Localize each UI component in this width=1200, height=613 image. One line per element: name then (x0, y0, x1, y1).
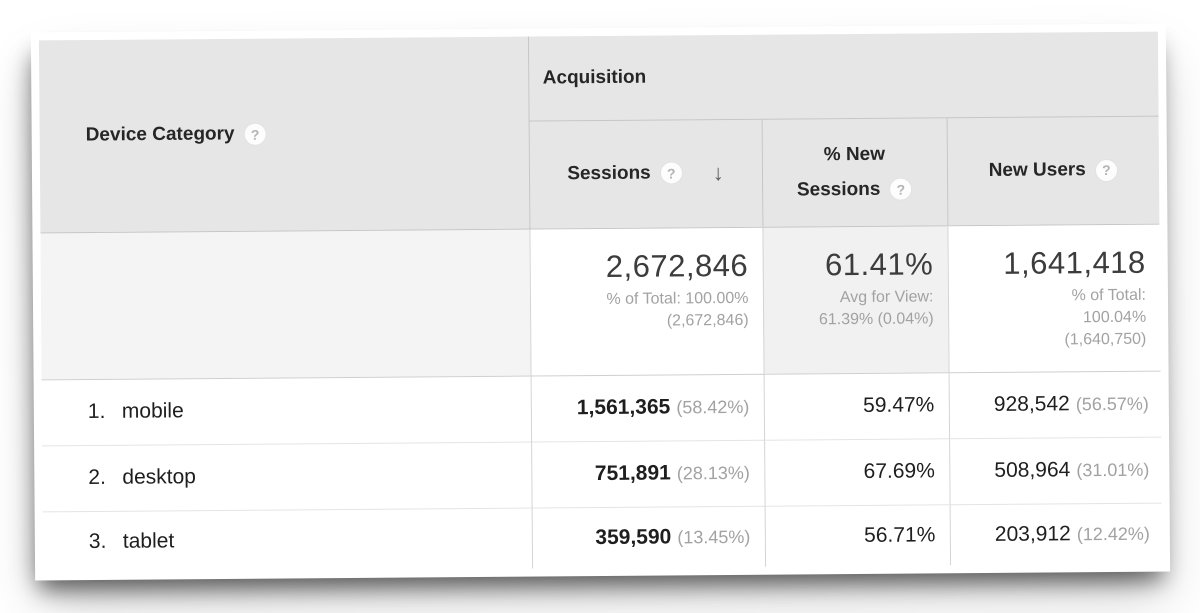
pct-new-sessions-value: 59.47% (862, 393, 935, 417)
sort-descending-icon[interactable]: ↓ (712, 160, 724, 186)
totals-row: 2,672,846 % of Total: 100.00% (2,672,846… (40, 223, 1161, 380)
column-header-pct-new-sessions[interactable]: % New Sessions? (761, 117, 948, 227)
dimension-column-header[interactable]: Device Category? (38, 36, 530, 233)
sessions-share: (28.13%) (676, 462, 750, 484)
help-icon[interactable]: ? (659, 161, 683, 186)
device-name: mobile (121, 399, 184, 423)
totals-pct-new-sessions-cell: 61.41% Avg for View: 61.39% (0.04%) (762, 225, 949, 374)
sessions-share: (13.45%) (677, 526, 751, 548)
row-index: 3. (88, 529, 107, 553)
sessions-value: 1,561,365 (576, 395, 671, 420)
help-icon[interactable]: ? (243, 122, 267, 147)
table-row-tablet: 3. tablet 359,590 (13.45%) 56.71% 203,912(… (42, 502, 1163, 573)
device-name: desktop (122, 465, 197, 489)
new-users-value: 508,964 (994, 458, 1071, 482)
group-header-row: Device Category? Acquisition (38, 31, 1159, 233)
sessions-value: 751,891 (594, 461, 671, 486)
new-users-share: (56.57%) (1075, 393, 1149, 415)
sessions-cell: 751,891 (28.13%) (531, 439, 765, 508)
sessions-total-value: 2,672,846 (605, 247, 749, 284)
pct-new-sessions-cell: 56.71% (764, 504, 951, 567)
sessions-value: 359,590 (595, 525, 672, 549)
new-users-value: 928,542 (993, 392, 1070, 416)
new-users-column-label: New Users (988, 159, 1086, 182)
device-cell[interactable]: 3. tablet (42, 507, 533, 573)
help-icon[interactable]: ? (889, 178, 913, 202)
totals-dimension-cell (40, 228, 531, 380)
pct-new-sessions-value: 56.71% (864, 523, 936, 547)
report-table-card: Device Category? Acquisition Sessions? ↓ … (30, 23, 1171, 581)
pct-new-sessions-cell: 59.47% (763, 372, 950, 440)
metric-group-label: Acquisition (542, 66, 647, 89)
sessions-column-label: Sessions (567, 163, 651, 185)
pct-new-sessions-total-note: Avg for View: 61.39% (0.04%) (818, 287, 934, 329)
new-users-share: (12.42%) (1076, 523, 1150, 545)
column-header-sessions[interactable]: Sessions? ↓ (528, 118, 763, 229)
new-users-cell: 928,542 (56.57%) (948, 370, 1162, 439)
totals-sessions-cell: 2,672,846 % of Total: 100.00% (2,672,846… (529, 226, 764, 376)
sessions-total-note: % of Total: 100.00% (2,672,846) (606, 289, 749, 330)
row-index: 1. (87, 399, 106, 424)
metric-group-header: Acquisition (527, 31, 1159, 121)
new-users-value: 203,912 (994, 522, 1071, 546)
device-cell[interactable]: 1. mobile (41, 375, 532, 446)
acquisition-table: Device Category? Acquisition Sessions? ↓ … (38, 31, 1163, 573)
pct-new-sessions-cell: 67.69% (764, 438, 950, 506)
new-users-total-value: 1,641,418 (1003, 244, 1146, 281)
pct-new-sessions-total-value: 61.41% (824, 245, 934, 282)
device-name: tablet (122, 529, 175, 553)
help-icon[interactable]: ? (1094, 158, 1118, 183)
new-users-cell: 508,964 (31.01%) (949, 436, 1162, 505)
device-cell[interactable]: 2. desktop (42, 441, 532, 512)
dimension-label: Device Category (85, 123, 235, 146)
new-users-cell: 203,912 (12.42%) (949, 502, 1163, 566)
sessions-share: (58.42%) (676, 396, 750, 418)
sessions-cell: 1,561,365 (58.42%) (530, 373, 765, 442)
sessions-cell: 359,590 (13.45%) (531, 505, 766, 569)
table-row-mobile: 1. mobile 1,561,365 (58.42%) 59.47% 928,54… (41, 370, 1162, 446)
new-users-share: (31.01%) (1076, 459, 1150, 481)
new-users-total-note: % of Total: 100.04% (1,640,750) (1064, 286, 1147, 349)
totals-new-users-cell: 1,641,418 % of Total: 100.04% (1,640,750… (947, 223, 1161, 373)
pct-new-sessions-column-label: % New Sessions (796, 143, 886, 201)
column-header-new-users[interactable]: New Users? (946, 115, 1160, 226)
table-row-desktop: 2. desktop 751,891 (28.13%) 67.69% 508,964… (42, 436, 1162, 512)
pct-new-sessions-value: 67.69% (863, 459, 935, 483)
row-index: 2. (88, 465, 106, 490)
